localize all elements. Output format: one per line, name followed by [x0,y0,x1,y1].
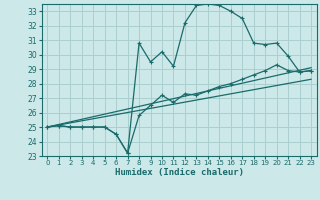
X-axis label: Humidex (Indice chaleur): Humidex (Indice chaleur) [115,168,244,177]
